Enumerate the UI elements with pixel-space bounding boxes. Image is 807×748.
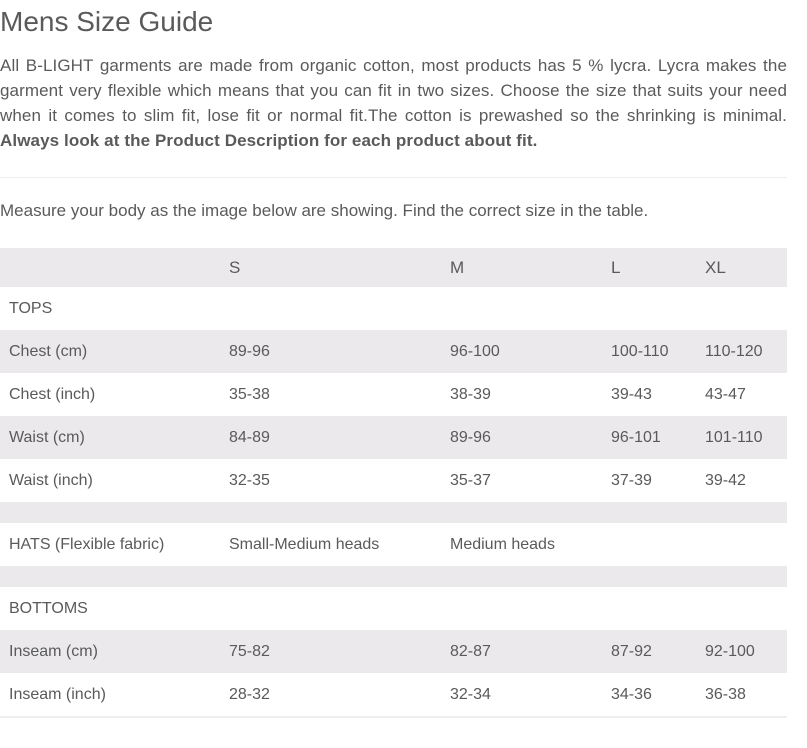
header-cell-s: S xyxy=(220,248,441,287)
size-cell: 87-92 xyxy=(602,630,696,673)
section-row: BOTTOMS xyxy=(0,587,787,630)
size-cell xyxy=(441,502,602,523)
size-cell xyxy=(441,287,602,330)
header-cell-xl: XL xyxy=(696,248,787,287)
row-label: Waist (inch) xyxy=(9,471,93,489)
size-cell xyxy=(696,587,787,630)
spacer-row xyxy=(0,502,787,523)
size-cell xyxy=(696,523,787,566)
size-cell xyxy=(602,502,696,523)
header-cell xyxy=(0,248,220,287)
size-table: S M L XL TOPS Chest (cm) 89-96 96-100 100-11… xyxy=(0,248,787,718)
row-label: Chest (inch) xyxy=(9,385,96,403)
size-cell: 34-36 xyxy=(602,673,696,718)
size-cell: 82-87 xyxy=(441,630,602,673)
size-cell xyxy=(602,587,696,630)
size-cell xyxy=(220,566,441,587)
size-cell xyxy=(220,587,441,630)
size-cell: 32-34 xyxy=(441,673,602,718)
size-cell: 43-47 xyxy=(705,385,746,403)
size-cell: 84-89 xyxy=(220,416,441,459)
size-cell: 101-110 xyxy=(696,416,787,459)
size-cell xyxy=(602,523,696,566)
row-label xyxy=(0,566,220,587)
divider xyxy=(0,177,787,178)
row-label: BOTTOMS xyxy=(9,599,88,617)
size-cell: 89-96 xyxy=(441,416,602,459)
row-label: Inseam (cm) xyxy=(0,630,220,673)
size-cell xyxy=(696,287,787,330)
size-cell: 35-38 xyxy=(229,385,270,403)
table-header-row: S M L XL xyxy=(0,248,787,287)
size-cell: 75-82 xyxy=(220,630,441,673)
row-label: Chest (cm) xyxy=(0,330,220,373)
header-cell-m: M xyxy=(441,248,602,287)
table-row: Waist (cm) 84-89 89-96 96-101 101-110 xyxy=(0,416,787,459)
header-cell-l: L xyxy=(602,248,696,287)
table-row: Chest (inch) 35-38 38-39 39-43 43-47 xyxy=(0,373,787,416)
measure-instructions: Measure your body as the image below are… xyxy=(0,201,649,220)
size-cell: 92-100 xyxy=(696,630,787,673)
size-cell: 96-101 xyxy=(602,416,696,459)
size-cell xyxy=(602,287,696,330)
size-cell xyxy=(696,502,787,523)
size-cell: 110-120 xyxy=(696,330,787,373)
table-row: Inseam (inch) 28-32 32-34 34-36 36-38 xyxy=(0,673,787,718)
size-cell xyxy=(602,566,696,587)
size-cell: 96-100 xyxy=(441,330,602,373)
page-title: Mens Size Guide xyxy=(0,6,214,37)
size-cell: 100-110 xyxy=(602,330,696,373)
size-cell: 32-35 xyxy=(229,471,270,489)
table-row: Chest (cm) 89-96 96-100 100-110 110-120 xyxy=(0,330,787,373)
table-row: Inseam (cm) 75-82 82-87 87-92 92-100 xyxy=(0,630,787,673)
intro-bold-note: Always look at the Product Description f… xyxy=(0,131,538,150)
intro-paragraph: All B-LIGHT garments are made from organ… xyxy=(0,53,787,153)
section-row: TOPS xyxy=(0,287,787,330)
size-cell: 39-42 xyxy=(705,471,746,489)
size-cell: 38-39 xyxy=(450,385,491,403)
size-cell: 36-38 xyxy=(696,673,787,718)
size-cell: 35-37 xyxy=(450,471,491,489)
size-cell: 28-32 xyxy=(220,673,441,718)
size-cell xyxy=(220,287,441,330)
row-label: Inseam (inch) xyxy=(0,673,220,718)
row-label: HATS (Flexible fabric) xyxy=(9,535,165,553)
size-cell xyxy=(220,502,441,523)
row-label: TOPS xyxy=(9,299,53,317)
size-cell xyxy=(441,566,602,587)
row-label xyxy=(0,502,220,523)
size-cell: 89-96 xyxy=(220,330,441,373)
size-cell: Small-Medium heads xyxy=(229,535,380,553)
spacer-row xyxy=(0,566,787,587)
size-cell: 39-43 xyxy=(611,385,652,403)
table-row: HATS (Flexible fabric) Small-Medium heads… xyxy=(0,523,787,566)
size-cell xyxy=(441,587,602,630)
intro-text: All B-LIGHT garments are made from organ… xyxy=(0,56,787,125)
size-cell: 37-39 xyxy=(611,471,652,489)
row-label: Waist (cm) xyxy=(0,416,220,459)
size-cell xyxy=(696,566,787,587)
table-row: Waist (inch) 32-35 35-37 37-39 39-42 xyxy=(0,459,787,502)
size-cell: Medium heads xyxy=(450,535,555,553)
